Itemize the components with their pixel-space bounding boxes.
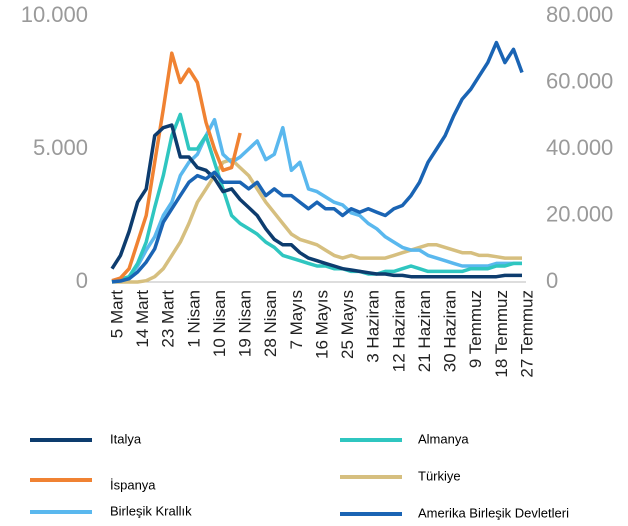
y-tick-label: 5.000	[33, 135, 88, 160]
series-line	[111, 51, 242, 283]
y2-tick-label: 80.000	[546, 2, 613, 27]
series-line	[111, 40, 524, 284]
x-tick-label: 1 Nisan	[184, 290, 203, 348]
series-line	[112, 157, 522, 284]
x-tick-label: 3 Haziran	[364, 290, 383, 363]
series-line	[110, 123, 522, 279]
x-tick-label: 18 Temmuz	[492, 290, 511, 378]
y2-tick-label: 20.000	[546, 201, 613, 226]
series-line	[111, 112, 522, 284]
x-tick-label: 21 Haziran	[415, 290, 434, 372]
x-tick-label: 27 Temmuz	[517, 290, 536, 378]
y2-tick-label: 40.000	[546, 135, 613, 160]
x-tick-label: 23 Mart	[159, 290, 178, 348]
legend-label: İspanya	[110, 477, 156, 492]
x-tick-label: 9 Temmuz	[466, 290, 485, 368]
x-tick-label: 5 Mart	[107, 290, 126, 338]
y-tick-label: 10.000	[21, 2, 88, 27]
x-tick-label: 12 Haziran	[389, 290, 408, 372]
x-tick-label: 28 Nisan	[261, 290, 280, 357]
x-tick-label: 10 Nisan	[210, 290, 229, 357]
legend-label: Almanya	[418, 431, 469, 446]
x-tick-label: 14 Mart	[133, 290, 152, 348]
y2-tick-label: 0	[546, 268, 558, 293]
x-tick-label: 25 Mayıs	[338, 290, 357, 359]
legend-label: Italya	[110, 431, 142, 446]
y-tick-label: 0	[76, 268, 88, 293]
y2-tick-label: 60.000	[546, 68, 613, 93]
legend-label: Birleşik Krallık	[110, 503, 192, 518]
x-tick-label: 16 Mayıs	[312, 290, 331, 359]
legend-label: Türkiye	[418, 468, 461, 483]
legend-label: Amerika Birleşik Devletleri	[418, 505, 569, 520]
x-tick-label: 19 Nisan	[236, 290, 255, 357]
x-tick-label: 30 Haziran	[441, 290, 460, 372]
series-line	[111, 117, 522, 284]
x-tick-label: 7 Mayıs	[287, 290, 306, 350]
